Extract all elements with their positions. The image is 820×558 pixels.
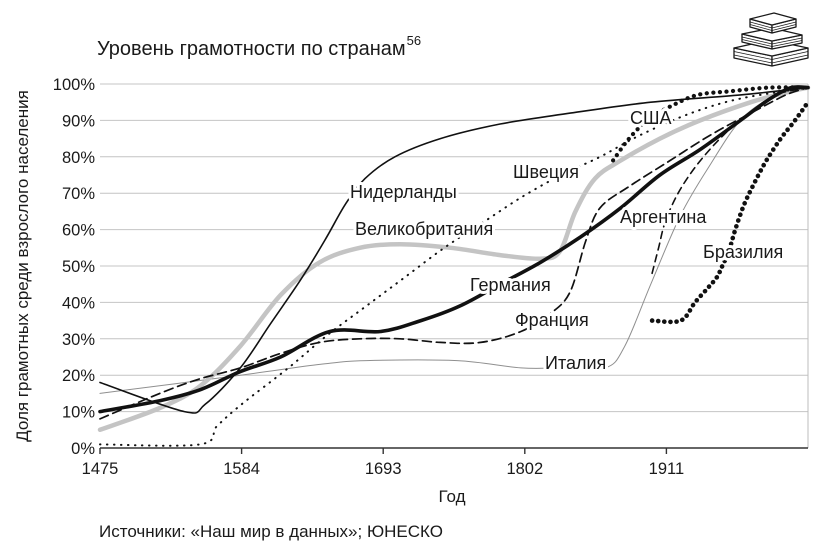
y-tick-label: 0% [71, 440, 95, 458]
x-tick-label: 1802 [506, 460, 543, 478]
series-label-germany: Германия [470, 275, 551, 295]
series-line-france [99, 86, 809, 420]
chart-title: Уровень грамотности по странам [97, 38, 406, 60]
x-tick-label: 1584 [223, 460, 260, 478]
series-labels: Италия Великобритания Нидерланды Швеция Герм… [347, 105, 786, 376]
chart-title-superscript: 56 [407, 33, 421, 48]
x-tick-label: 1911 [649, 460, 684, 478]
grid [100, 83, 808, 413]
series-line-italy [99, 87, 809, 394]
series-label-netherlands: Нидерланды [350, 182, 457, 202]
books-icon [733, 12, 809, 67]
source-note: Источники: «Наш мир в данных»; ЮНЕСКО [99, 522, 443, 541]
series-lines [97, 85, 811, 447]
series-label-brazil: Бразилия [703, 242, 783, 262]
y-tick-label: 10% [62, 404, 95, 422]
x-tick-label: 1693 [365, 460, 402, 478]
x-tick-label: 1475 [82, 460, 119, 478]
series-line-sweden [99, 86, 809, 447]
x-axis-ticks: 1475 1584 1693 1802 1911 [82, 448, 684, 478]
series-line-brazil [649, 99, 811, 325]
y-tick-label: 90% [62, 112, 95, 130]
y-tick-label: 30% [62, 331, 95, 349]
y-axis-label: Доля грамотных среди взрослого населения [13, 90, 32, 442]
series-line-great-britain [97, 85, 811, 433]
y-tick-label: 80% [62, 149, 95, 167]
series-label-usa: США [630, 108, 672, 128]
y-tick-label: 60% [62, 222, 95, 240]
y-tick-label: 50% [62, 258, 95, 276]
series-line-netherlands [99, 86, 809, 414]
series-label-italy: Италия [545, 353, 606, 373]
x-axis-label: Год [438, 487, 465, 506]
series-line-usa [611, 85, 811, 163]
y-tick-label: 100% [53, 76, 96, 94]
series-label-france: Франция [515, 310, 589, 330]
series-label-argentina: Аргентина [620, 207, 707, 227]
series-label-great-britain: Великобритания [355, 219, 493, 239]
y-axis-ticks: 0% 10% 20% 30% 40% 50% 60% 70% 80% 90% 100% [53, 76, 96, 458]
y-tick-label: 40% [62, 294, 95, 312]
y-tick-label: 70% [62, 185, 95, 203]
series-line-argentina [651, 86, 809, 275]
series-label-sweden: Швеция [513, 162, 579, 182]
y-tick-label: 20% [62, 367, 95, 385]
